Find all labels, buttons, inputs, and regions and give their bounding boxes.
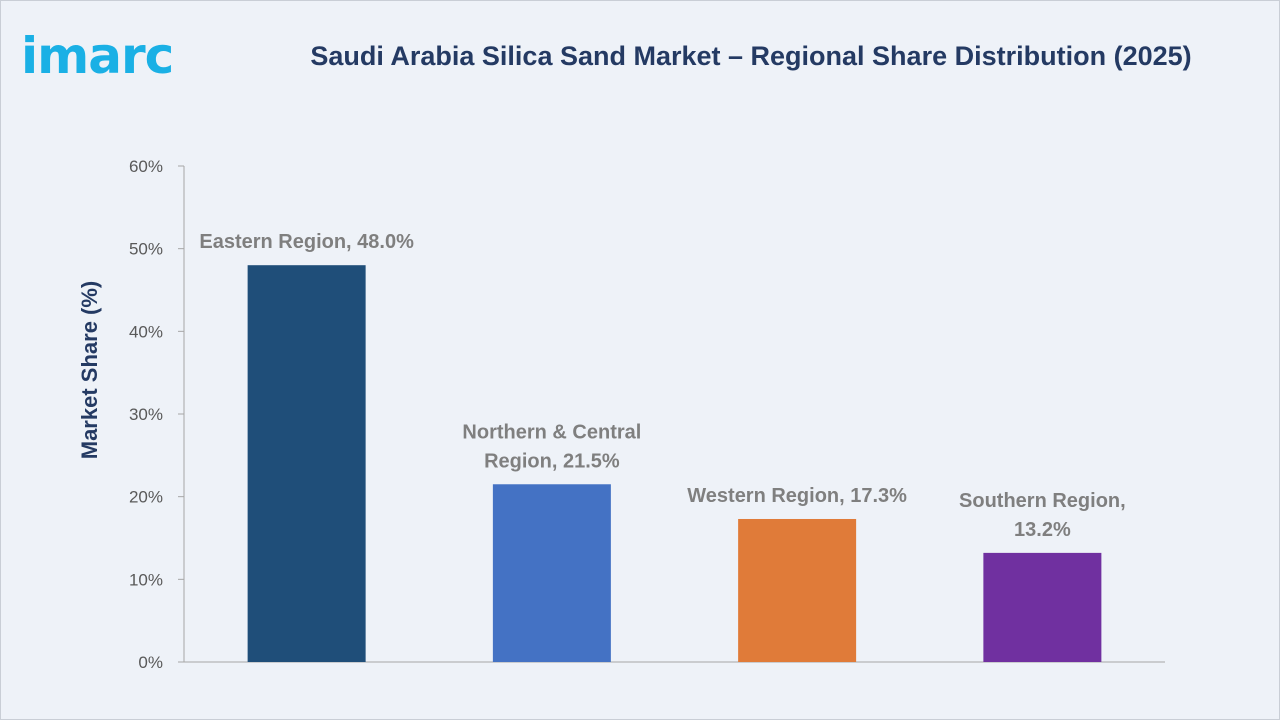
y-axis-title: Market Share (%) bbox=[77, 281, 102, 460]
bar-3 bbox=[738, 518, 857, 662]
imarc-logo: imarc bbox=[21, 27, 174, 85]
data-label-4: Southern Region, 13.2% bbox=[959, 490, 1126, 541]
y-tick-label: 30% bbox=[129, 405, 163, 424]
bar-4 bbox=[983, 552, 1102, 662]
data-label-1: Eastern Region, 48.0% bbox=[199, 231, 414, 253]
bar-2 bbox=[492, 484, 611, 662]
bar-1 bbox=[247, 265, 366, 662]
data-label-2: Northern & Central Region, 21.5% bbox=[462, 421, 641, 472]
logo-text: imarc bbox=[21, 27, 173, 85]
data-labels: Eastern Region, 48.0% Northern & Central R… bbox=[199, 231, 1125, 541]
y-tick-label: 0% bbox=[138, 653, 163, 672]
y-tick-label: 20% bbox=[129, 488, 163, 507]
y-tick-label: 10% bbox=[129, 570, 163, 589]
y-tick-label: 60% bbox=[129, 157, 163, 176]
chart-title: Saudi Arabia Silica Sand Market – Region… bbox=[310, 41, 1192, 71]
data-label-3: Western Region, 17.3% bbox=[687, 485, 907, 507]
bars bbox=[247, 265, 1102, 662]
y-tick-label: 50% bbox=[129, 240, 163, 259]
axes: 0% 10% 20% 30% 40% 50% 60% bbox=[129, 157, 1165, 672]
y-tick-label: 40% bbox=[129, 322, 163, 341]
